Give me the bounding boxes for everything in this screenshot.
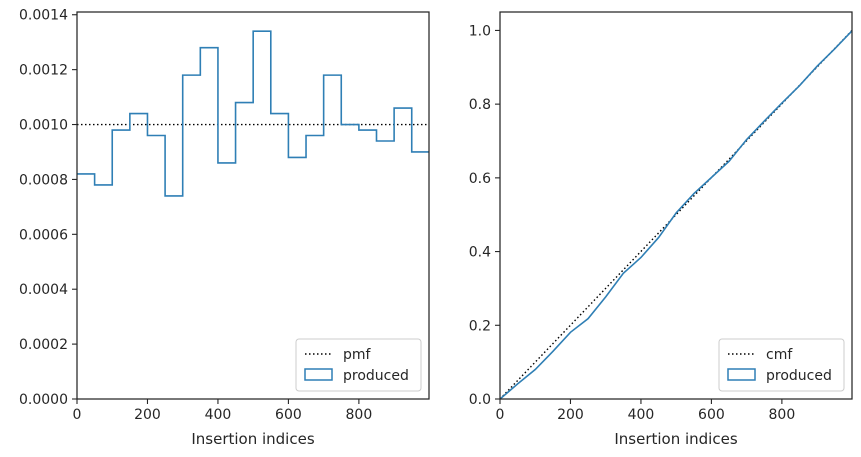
cmf-y-tick-label: 0.8 [469, 97, 491, 113]
cmf-legend-produced-label: produced [766, 368, 832, 384]
pmf-y-tick-label: 0.0006 [19, 227, 68, 243]
cmf-x-tick-label: 0 [496, 407, 505, 423]
pmf-axes-frame [76, 11, 430, 400]
pmf-legend: pmf produced [295, 338, 422, 392]
pmf-legend-box [295, 338, 422, 392]
pmf-y-tick-label: 0.0012 [19, 63, 68, 79]
pmf-y-tick-label: 0.0004 [19, 282, 68, 298]
cmf-y-tick-label: 0.4 [469, 245, 491, 261]
pmf-y-tick-label: 0.0002 [19, 337, 68, 353]
cmf-produced-series [500, 30, 852, 399]
cmf-legend-box [718, 338, 845, 392]
cmf-x-tick-label: 200 [557, 407, 584, 423]
cmf-x-tick-label: 800 [769, 407, 796, 423]
cmf-x-tick-label: 600 [698, 407, 725, 423]
cmf-y-tick-label: 1.0 [469, 23, 491, 39]
cmf-chart: 0 200 400 600 800 0.0 0.2 0.4 0.6 0.8 1.0 Insertio… [469, 11, 853, 448]
cmf-legend: cmf produced [718, 338, 845, 392]
pmf-x-tick-label: 0 [73, 407, 82, 423]
pmf-y-tick-label: 0.0010 [19, 118, 68, 134]
pmf-x-tick-label: 600 [275, 407, 302, 423]
pmf-chart: 0 200 400 600 800 0.0000 0.0002 0.0004 0.0006 0.0… [19, 8, 430, 448]
pmf-ticks: 0 200 400 600 800 0.0000 0.0002 0.0004 0.0006 0.0… [19, 8, 372, 423]
pmf-legend-produced-swatch [304, 368, 333, 381]
pmf-y-tick-label: 0.0000 [19, 392, 68, 408]
cmf-y-tick-label: 0.6 [469, 171, 491, 187]
pmf-produced-series [77, 30, 429, 197]
cmf-plot-area [500, 29, 852, 399]
cmf-y-tick-label: 0.2 [469, 318, 491, 334]
pmf-y-tick-label: 0.0008 [19, 172, 68, 188]
pmf-plot-area [77, 30, 429, 197]
pmf-x-axis-label: Insertion indices [191, 430, 314, 448]
pmf-legend-pmf-label: pmf [343, 347, 372, 363]
pmf-y-tick-label: 0.0014 [19, 8, 68, 24]
cmf-legend-cmf-label: cmf [766, 347, 793, 363]
pmf-legend-produced-label: produced [343, 368, 409, 384]
cmf-axes-frame [499, 11, 853, 400]
cmf-ticks: 0 200 400 600 800 0.0 0.2 0.4 0.6 0.8 1.0 [469, 23, 796, 423]
pmf-x-tick-label: 200 [134, 407, 161, 423]
cmf-y-tick-label: 0.0 [469, 392, 491, 408]
cmf-legend-produced-swatch [727, 368, 756, 381]
pmf-x-tick-label: 400 [205, 407, 232, 423]
cmf-x-tick-label: 400 [628, 407, 655, 423]
pmf-x-tick-label: 800 [346, 407, 373, 423]
cmf-x-axis-label: Insertion indices [614, 430, 737, 448]
